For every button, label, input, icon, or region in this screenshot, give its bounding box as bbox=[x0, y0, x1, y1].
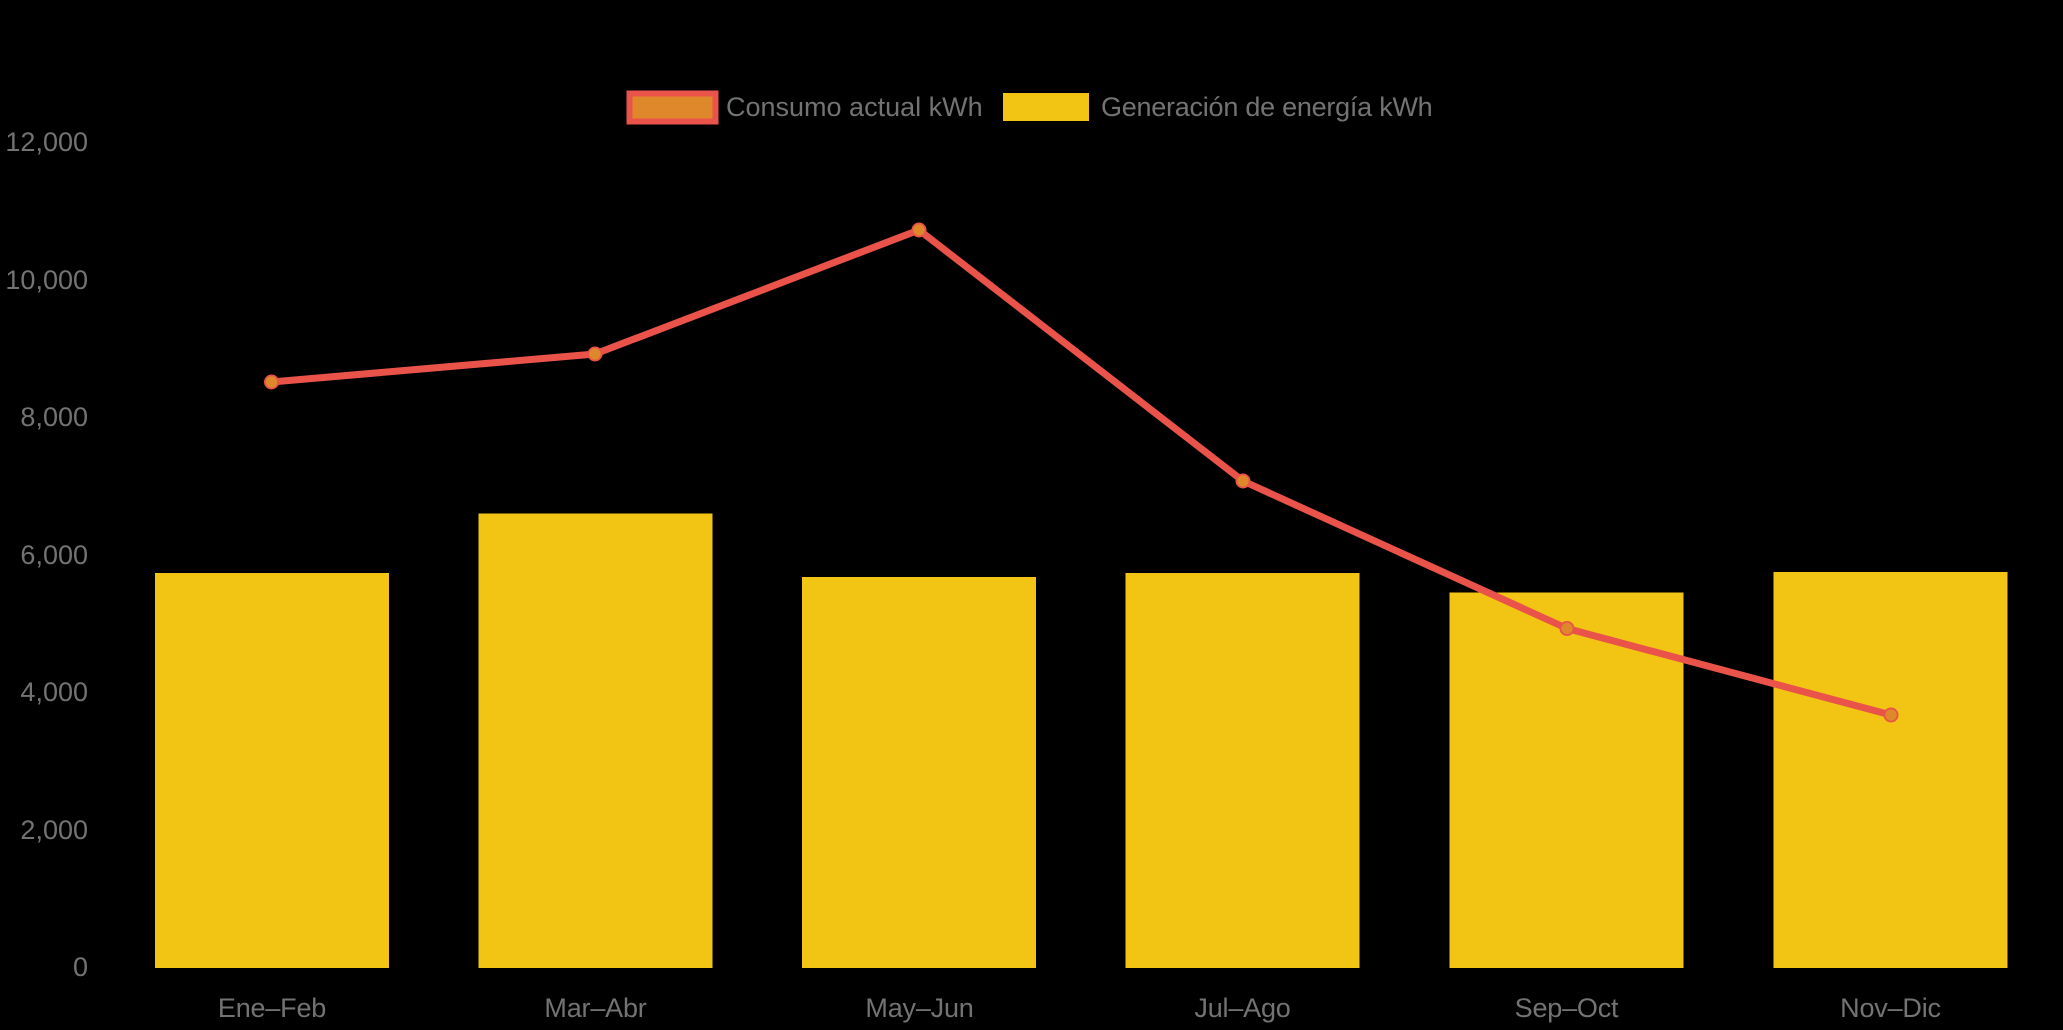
svg-text:4,000: 4,000 bbox=[20, 677, 88, 707]
svg-text:0: 0 bbox=[73, 952, 88, 982]
svg-text:Generación de energía kWh: Generación de energía kWh bbox=[1101, 92, 1432, 122]
svg-text:Mar–Abr: Mar–Abr bbox=[544, 993, 646, 1023]
svg-text:Ene–Feb: Ene–Feb bbox=[218, 993, 326, 1023]
svg-text:Sep–Oct: Sep–Oct bbox=[1515, 993, 1619, 1023]
svg-text:10,000: 10,000 bbox=[5, 265, 88, 295]
svg-text:12,000: 12,000 bbox=[5, 127, 88, 157]
svg-text:6,000: 6,000 bbox=[20, 540, 88, 570]
svg-text:Nov–Dic: Nov–Dic bbox=[1840, 993, 1941, 1023]
svg-text:Jul–Ago: Jul–Ago bbox=[1194, 993, 1290, 1023]
svg-text:Consumo actual kWh: Consumo actual kWh bbox=[726, 92, 983, 122]
svg-text:8,000: 8,000 bbox=[20, 402, 88, 432]
svg-text:May–Jun: May–Jun bbox=[865, 993, 973, 1023]
svg-text:2,000: 2,000 bbox=[20, 815, 88, 845]
